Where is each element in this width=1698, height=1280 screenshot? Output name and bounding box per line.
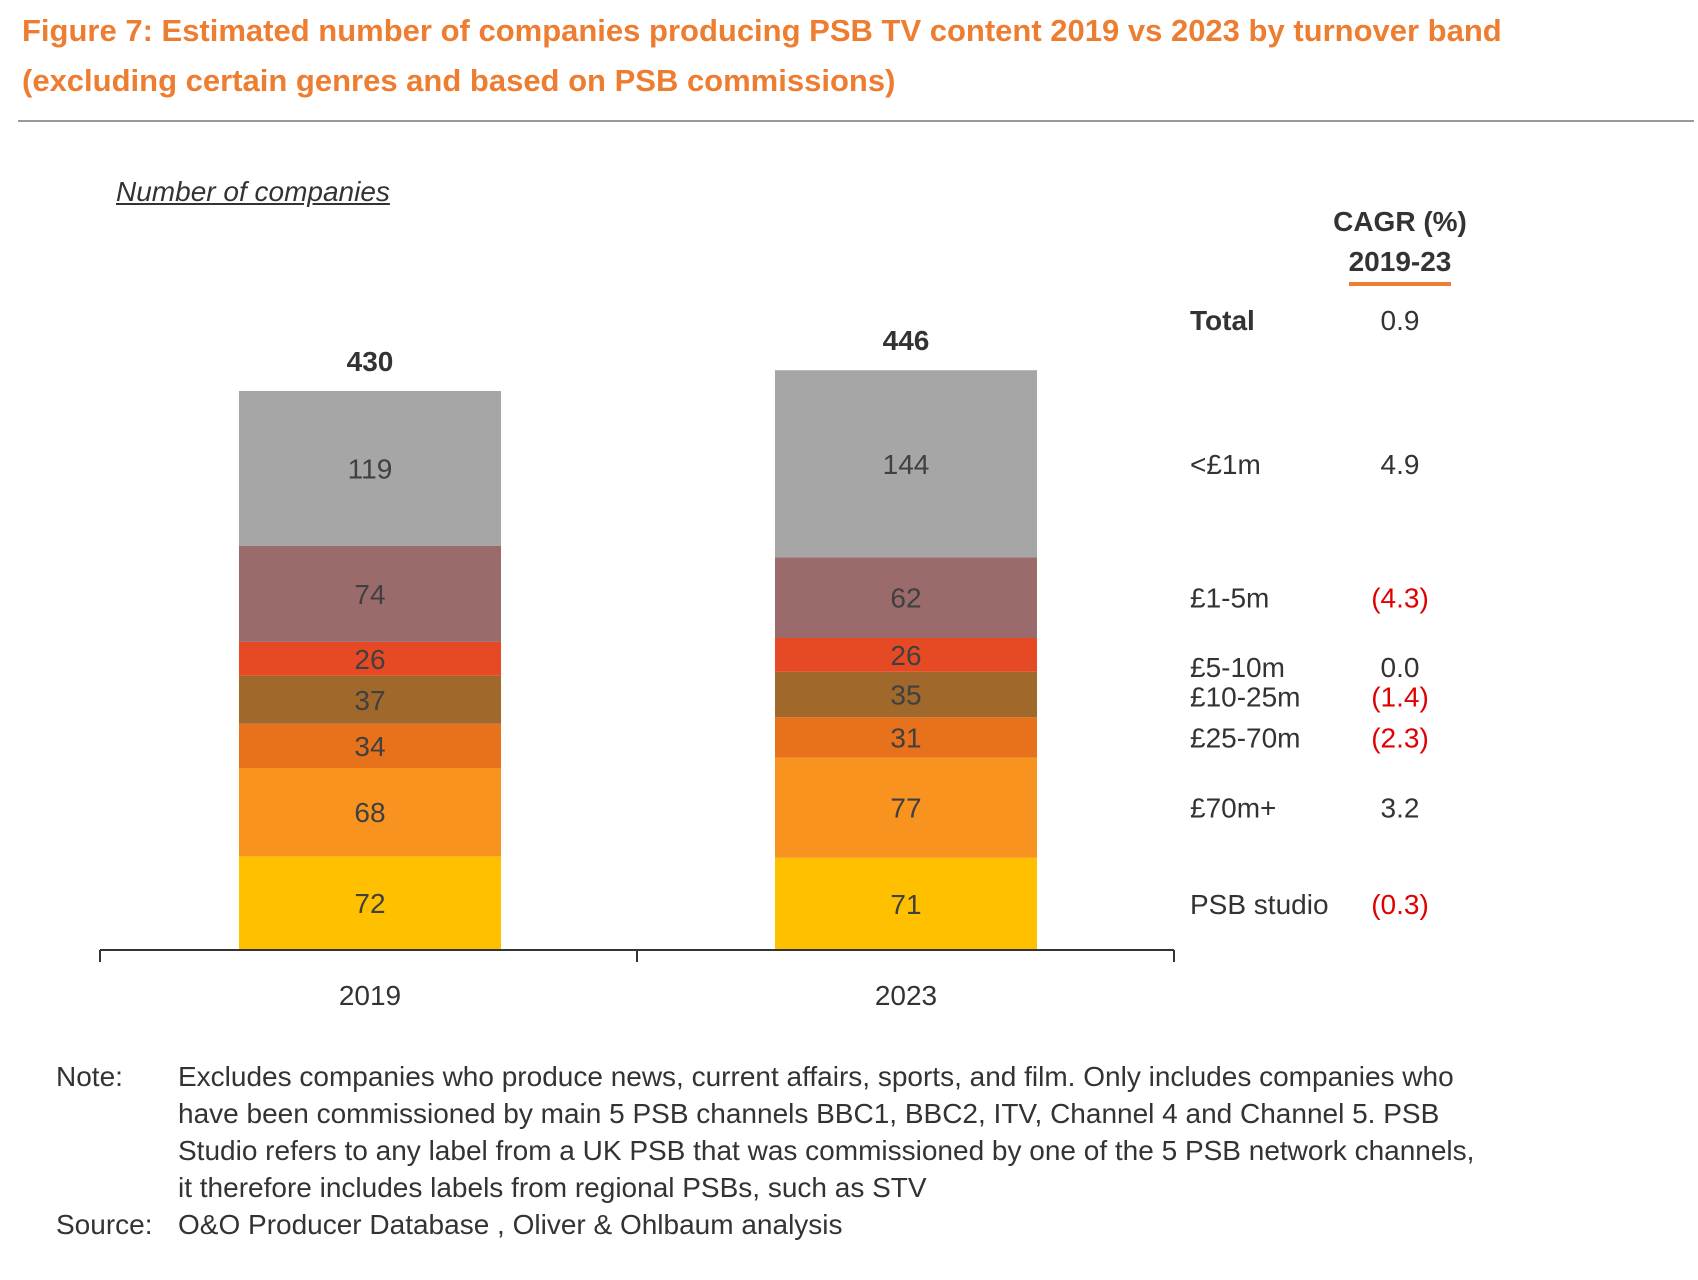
bar-segment-3-2023 (775, 671, 1037, 718)
data-label: 144 (883, 449, 930, 480)
bar-segment-5-2019 (239, 545, 501, 642)
cagr-value: 3.2 (1381, 793, 1420, 824)
legend-label: £1-5m (1190, 583, 1269, 614)
cagr-heading: CAGR (%) 2019-23 (1300, 202, 1500, 286)
bar-segment-2-2023 (775, 717, 1037, 758)
cagr-value: (2.3) (1371, 722, 1429, 753)
bar-segment-4-2019 (239, 641, 501, 676)
cagr-value: (4.3) (1371, 583, 1429, 614)
data-label: 68 (354, 797, 385, 828)
legend-label: £25-70m (1190, 722, 1301, 753)
cagr-heading-line1: CAGR (%) (1333, 206, 1467, 237)
data-label: 71 (890, 889, 921, 920)
title-divider (18, 120, 1694, 122)
bar-segment-6-2019 (239, 391, 501, 546)
bar-segment-3-2019 (239, 675, 501, 724)
y-axis-label: Number of companies (116, 176, 390, 207)
data-label: 35 (890, 680, 921, 711)
stacked-bar-chart: 72 68 34 37 26 74 119 430 2019 71 77 31 35 26 62 144 446… (99, 305, 1429, 1011)
data-label: 34 (354, 731, 385, 762)
legend-label: £10-25m (1190, 682, 1301, 713)
cagr-total-value: 0.9 (1381, 305, 1420, 336)
note-text: Excludes companies who produce news, cur… (178, 1061, 1475, 1203)
source-row: Source: O&O Producer Database , Oliver &… (56, 1206, 1478, 1243)
source-text: O&O Producer Database , Oliver & Ohlbaum… (178, 1209, 843, 1240)
data-label: 62 (890, 583, 921, 614)
data-label: 37 (354, 685, 385, 716)
legend-label: £70m+ (1190, 793, 1276, 824)
data-label: 26 (890, 640, 921, 671)
legend-label: £5-10m (1190, 652, 1285, 683)
x-tick-label: 2019 (339, 980, 401, 1011)
data-label: 31 (890, 722, 921, 753)
total-label: 446 (883, 325, 930, 356)
cagr-heading-line2: 2019-23 (1348, 242, 1452, 286)
data-label: 119 (348, 453, 393, 484)
bar-segment-2-2019 (239, 723, 501, 768)
cagr-value: 4.9 (1381, 449, 1420, 480)
cagr-value: (1.4) (1371, 682, 1429, 713)
data-label: 77 (890, 793, 921, 824)
footnotes: Note: Excludes companies who produce new… (56, 1058, 1478, 1243)
cagr-value: (0.3) (1371, 889, 1429, 920)
note-label: Note: (56, 1061, 123, 1092)
source-label: Source: (56, 1209, 153, 1240)
bar-segment-0-2019 (239, 856, 501, 950)
data-label: 72 (354, 888, 385, 919)
note-row: Note: Excludes companies who produce new… (56, 1058, 1478, 1206)
data-label: 26 (354, 644, 385, 675)
x-tick-label: 2023 (875, 980, 937, 1011)
bar-segment-4-2023 (775, 638, 1037, 672)
total-label: 430 (347, 346, 394, 377)
bar-segment-5-2023 (775, 557, 1037, 638)
bar-segment-1-2023 (775, 757, 1037, 858)
legend-total-label: Total (1190, 305, 1255, 336)
legend-label: PSB studio (1190, 889, 1329, 920)
bar-segment-1-2019 (239, 768, 501, 857)
figure-title: Figure 7: Estimated number of companies … (22, 13, 1502, 98)
cagr-value: 0.0 (1381, 652, 1420, 683)
bar-segment-6-2023 (775, 370, 1037, 558)
bar-segment-0-2023 (775, 857, 1037, 950)
legend-label: <£1m (1190, 449, 1261, 480)
data-label: 74 (354, 579, 385, 610)
